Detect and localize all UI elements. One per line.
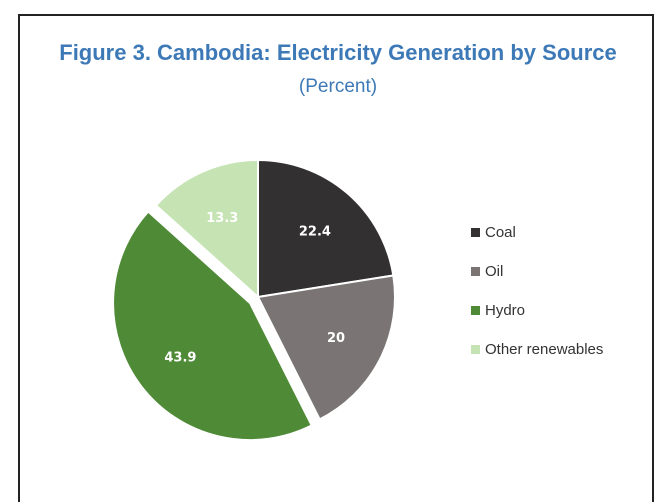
figure-frame: Figure 3. Cambodia: Electricity Generati…	[18, 14, 654, 502]
legend-swatch-hydro	[471, 306, 480, 315]
legend-swatch-other-renewables	[471, 345, 480, 354]
pie-slice-oil	[256, 274, 396, 421]
pie-slice-coal	[257, 158, 395, 299]
legend-swatch-coal	[471, 228, 480, 237]
legend-label-other-renewables: Other renewables	[485, 341, 603, 358]
legend-label-coal: Coal	[485, 224, 516, 241]
pie-slice-other-renewables	[154, 158, 259, 300]
legend-label-oil: Oil	[485, 263, 503, 280]
figure-title: Figure 3. Cambodia: Electricity Generati…	[59, 40, 617, 65]
figure-subtitle: (Percent)	[298, 76, 378, 97]
data-label-coal: 22.4	[299, 224, 331, 239]
pie-slice-hydro	[112, 210, 314, 442]
data-label-oil: 20	[327, 331, 345, 346]
data-label-other-renewables: 13.3	[206, 211, 238, 226]
legend-label-hydro: Hydro	[485, 302, 525, 319]
legend-swatch-oil	[471, 267, 480, 276]
data-label-hydro: 43.9	[164, 350, 196, 365]
